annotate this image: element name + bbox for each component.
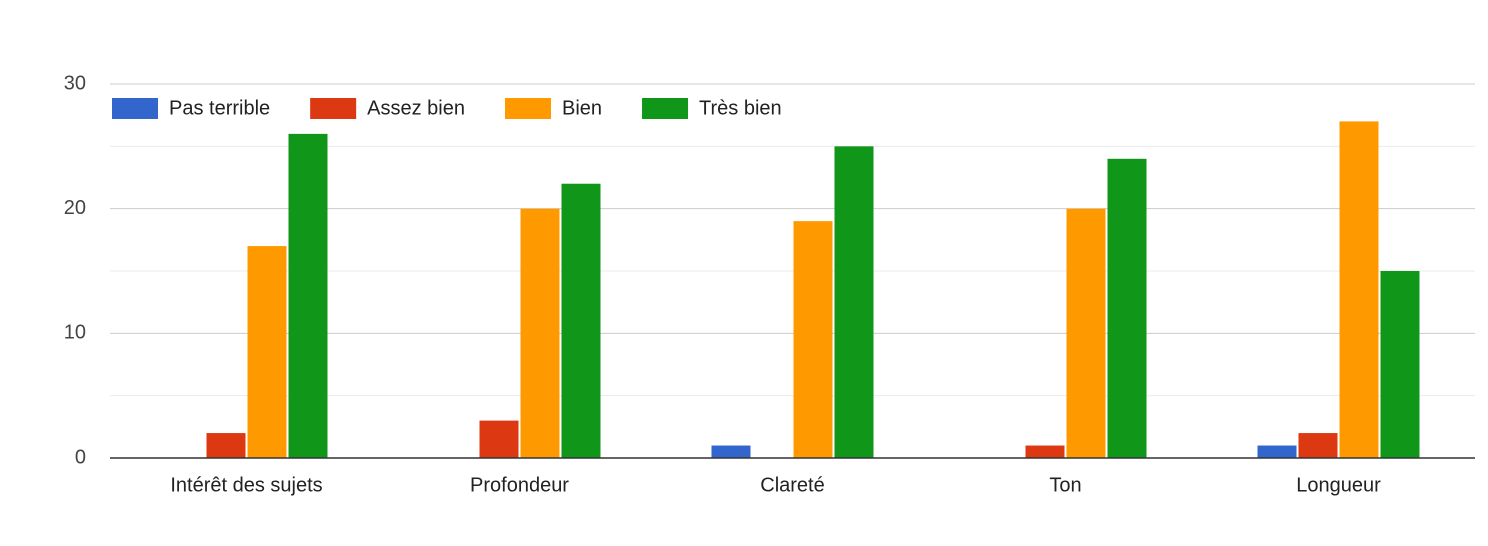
legend-swatch bbox=[642, 98, 689, 119]
bar bbox=[479, 420, 519, 458]
bar bbox=[1025, 445, 1065, 458]
bar bbox=[834, 146, 874, 459]
y-tick-label: 10 bbox=[64, 322, 86, 344]
x-tick-label: Ton bbox=[1049, 474, 1081, 496]
bar bbox=[711, 445, 751, 458]
bar bbox=[1107, 158, 1147, 459]
x-tick-label: Profondeur bbox=[470, 474, 569, 496]
y-tick-label: 0 bbox=[75, 446, 86, 468]
legend-label: Assez bien bbox=[367, 97, 465, 119]
bar bbox=[793, 221, 833, 458]
bar bbox=[1380, 271, 1420, 458]
bar bbox=[1298, 433, 1338, 458]
legend-swatch bbox=[112, 98, 158, 119]
bar bbox=[561, 183, 601, 458]
bar bbox=[1257, 445, 1297, 458]
x-tick-label: Clareté bbox=[760, 474, 824, 496]
bar bbox=[1339, 121, 1379, 459]
bar bbox=[206, 433, 246, 458]
legend-swatch bbox=[310, 98, 357, 119]
legend-label: Très bien bbox=[699, 97, 782, 119]
bar bbox=[247, 246, 287, 458]
y-tick-label: 20 bbox=[64, 197, 86, 219]
legend-label: Pas terrible bbox=[169, 97, 270, 119]
legend-label: Bien bbox=[562, 97, 602, 119]
bar bbox=[1066, 208, 1106, 458]
y-tick-label: 30 bbox=[64, 72, 86, 94]
bar bbox=[288, 133, 328, 458]
x-tick-label: Longueur bbox=[1296, 474, 1381, 496]
bar bbox=[520, 208, 560, 458]
legend-swatch bbox=[505, 98, 551, 119]
x-tick-label: Intérêt des sujets bbox=[170, 474, 322, 496]
